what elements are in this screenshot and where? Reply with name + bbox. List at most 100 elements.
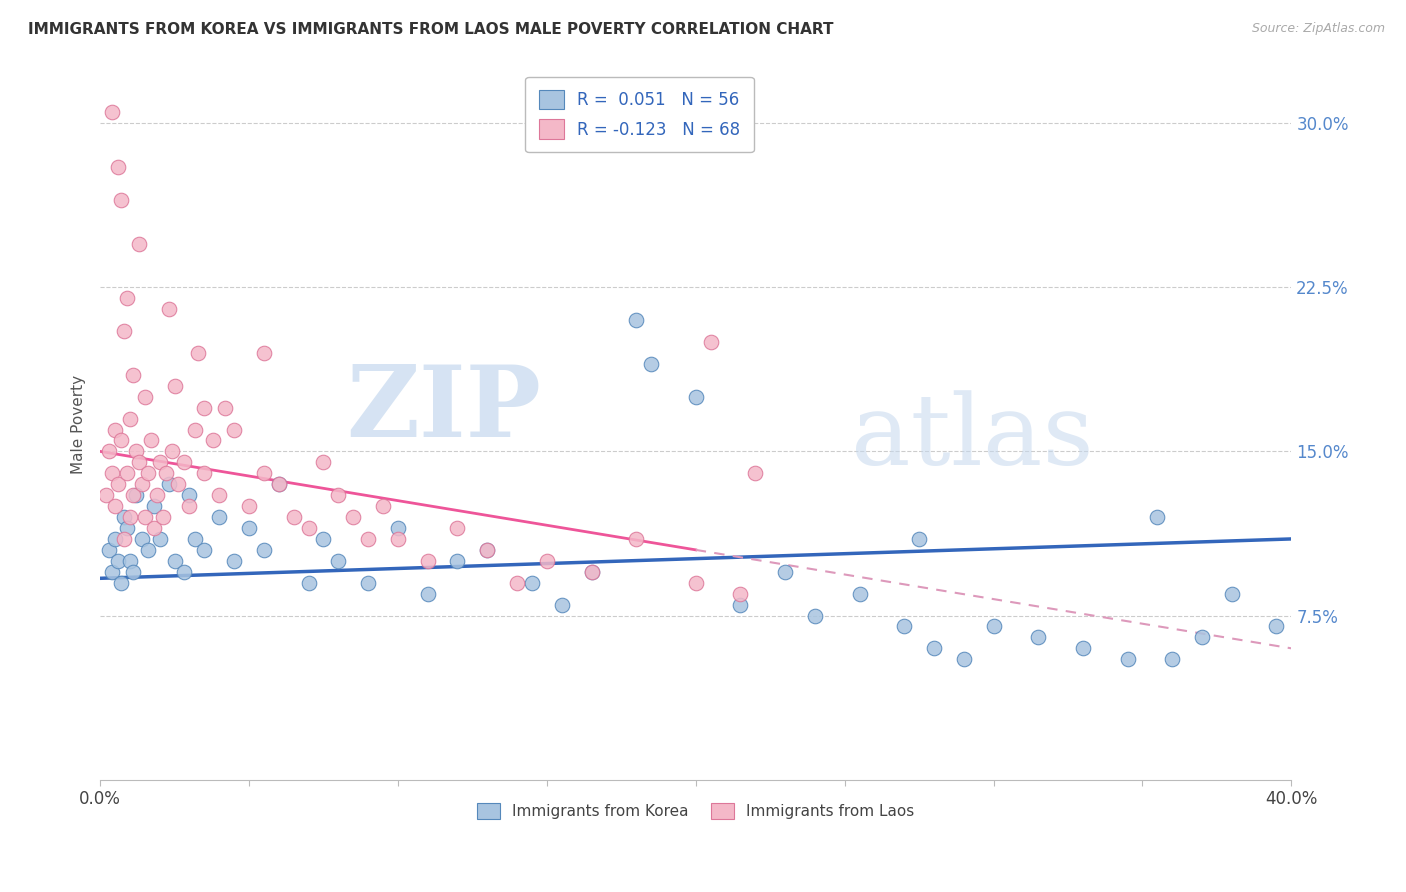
Point — [536, 554, 558, 568]
Point — [224, 554, 246, 568]
Point — [624, 532, 647, 546]
Point — [136, 542, 159, 557]
Point — [224, 423, 246, 437]
Point — [125, 488, 148, 502]
Point — [193, 467, 215, 481]
Point — [551, 598, 574, 612]
Point — [107, 477, 129, 491]
Point — [136, 467, 159, 481]
Point — [908, 532, 931, 546]
Point — [1116, 652, 1139, 666]
Point — [520, 575, 543, 590]
Point — [173, 455, 195, 469]
Point — [581, 565, 603, 579]
Point — [342, 510, 364, 524]
Point — [387, 521, 409, 535]
Point — [98, 444, 121, 458]
Text: atlas: atlas — [851, 391, 1094, 486]
Point — [112, 324, 135, 338]
Point — [104, 499, 127, 513]
Point — [110, 575, 132, 590]
Point — [1220, 587, 1243, 601]
Point — [163, 378, 186, 392]
Point — [142, 499, 165, 513]
Point — [112, 532, 135, 546]
Point — [1161, 652, 1184, 666]
Point — [371, 499, 394, 513]
Point — [115, 467, 138, 481]
Point — [1191, 631, 1213, 645]
Point — [160, 444, 183, 458]
Point — [125, 444, 148, 458]
Point — [112, 510, 135, 524]
Point — [312, 455, 335, 469]
Point — [163, 554, 186, 568]
Point — [208, 510, 231, 524]
Point — [149, 455, 172, 469]
Point — [152, 510, 174, 524]
Point — [118, 554, 141, 568]
Point — [157, 477, 180, 491]
Point — [131, 477, 153, 491]
Point — [101, 467, 124, 481]
Text: IMMIGRANTS FROM KOREA VS IMMIGRANTS FROM LAOS MALE POVERTY CORRELATION CHART: IMMIGRANTS FROM KOREA VS IMMIGRANTS FROM… — [28, 22, 834, 37]
Text: Source: ZipAtlas.com: Source: ZipAtlas.com — [1251, 22, 1385, 36]
Point — [157, 302, 180, 317]
Point — [118, 510, 141, 524]
Point — [1071, 641, 1094, 656]
Legend: Immigrants from Korea, Immigrants from Laos: Immigrants from Korea, Immigrants from L… — [471, 797, 921, 825]
Point — [477, 542, 499, 557]
Point — [357, 575, 380, 590]
Point — [131, 532, 153, 546]
Point — [118, 411, 141, 425]
Point — [1026, 631, 1049, 645]
Point — [122, 488, 145, 502]
Point — [149, 532, 172, 546]
Point — [155, 467, 177, 481]
Point — [134, 510, 156, 524]
Point — [387, 532, 409, 546]
Point — [773, 565, 796, 579]
Point — [1146, 510, 1168, 524]
Point — [145, 488, 167, 502]
Text: ZIP: ZIP — [346, 361, 541, 458]
Point — [685, 390, 707, 404]
Point — [952, 652, 974, 666]
Point — [730, 587, 752, 601]
Point — [624, 313, 647, 327]
Point — [416, 587, 439, 601]
Point — [104, 423, 127, 437]
Point — [893, 619, 915, 633]
Point — [134, 390, 156, 404]
Y-axis label: Male Poverty: Male Poverty — [72, 375, 86, 474]
Point — [187, 346, 209, 360]
Point — [122, 565, 145, 579]
Point — [94, 488, 117, 502]
Point — [983, 619, 1005, 633]
Point — [101, 565, 124, 579]
Point — [128, 236, 150, 251]
Point — [179, 488, 201, 502]
Point — [107, 160, 129, 174]
Point — [193, 542, 215, 557]
Point — [184, 423, 207, 437]
Point — [128, 455, 150, 469]
Point — [115, 291, 138, 305]
Point — [214, 401, 236, 415]
Point — [328, 554, 350, 568]
Point — [107, 554, 129, 568]
Point — [122, 368, 145, 382]
Point — [110, 434, 132, 448]
Point — [446, 554, 468, 568]
Point — [312, 532, 335, 546]
Point — [685, 575, 707, 590]
Point — [173, 565, 195, 579]
Point — [179, 499, 201, 513]
Point — [297, 575, 319, 590]
Point — [253, 467, 276, 481]
Point — [238, 499, 260, 513]
Point — [1265, 619, 1288, 633]
Point — [744, 467, 766, 481]
Point — [506, 575, 529, 590]
Point — [730, 598, 752, 612]
